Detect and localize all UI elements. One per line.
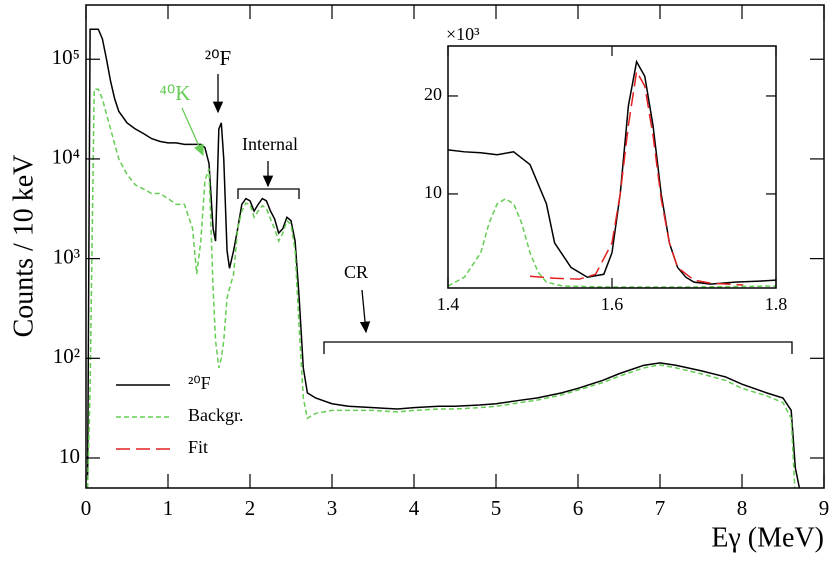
annotation-bracket xyxy=(323,341,793,354)
series-line xyxy=(86,28,801,488)
annotation: CR xyxy=(344,262,368,282)
series-line xyxy=(86,88,796,488)
x-tick-label: 1 xyxy=(163,496,174,520)
series-line xyxy=(529,69,744,286)
annotation: ²⁰F xyxy=(205,46,231,70)
x-tick-label: 1.8 xyxy=(765,294,788,314)
legend: ²⁰F Backgr. Fit xyxy=(116,373,244,457)
series-line xyxy=(448,59,776,285)
series-line xyxy=(448,197,776,288)
y-tick-label: 20 xyxy=(424,84,442,104)
x-tick-label: 1.6 xyxy=(601,294,624,314)
x-tick-label: 1.4 xyxy=(437,294,460,314)
x-tick-label: 2 xyxy=(245,496,256,520)
annotation-arrow xyxy=(181,107,204,157)
x-tick-label: 8 xyxy=(737,496,748,520)
x-tick-label: 9 xyxy=(819,496,830,520)
legend-label: ²⁰F xyxy=(188,373,211,393)
inset-multiplier: ×10³ xyxy=(446,24,480,44)
inset-data xyxy=(448,59,776,288)
x-tick-label: 3 xyxy=(327,496,338,520)
y-tick-label: 10 xyxy=(59,444,80,468)
y-tick-label: 10 xyxy=(424,182,442,202)
annotation: Internal xyxy=(242,134,298,154)
annotation-bracket xyxy=(237,161,300,199)
y-tick-label: 10² xyxy=(53,344,80,368)
main-data xyxy=(86,28,801,488)
y-axis-label: Counts / 10 keV xyxy=(8,155,39,338)
annotation-arrow xyxy=(359,289,371,334)
y-tick-label: 10⁴ xyxy=(52,145,80,169)
x-axis-label: Eγ (MeV) xyxy=(711,522,824,553)
x-tick-label: 5 xyxy=(491,496,502,520)
x-tick-label: 7 xyxy=(655,496,666,520)
x-tick-label: 0 xyxy=(81,496,92,520)
legend-label: Fit xyxy=(188,437,208,457)
x-tick-label: 4 xyxy=(409,496,420,520)
y-tick-label: 10⁵ xyxy=(52,45,80,69)
annotation: ⁴⁰K xyxy=(160,81,191,105)
y-tick-label: 10³ xyxy=(53,244,80,268)
plot-frame xyxy=(85,4,825,489)
x-tick-label: 6 xyxy=(573,496,584,520)
legend-label: Backgr. xyxy=(188,405,244,425)
